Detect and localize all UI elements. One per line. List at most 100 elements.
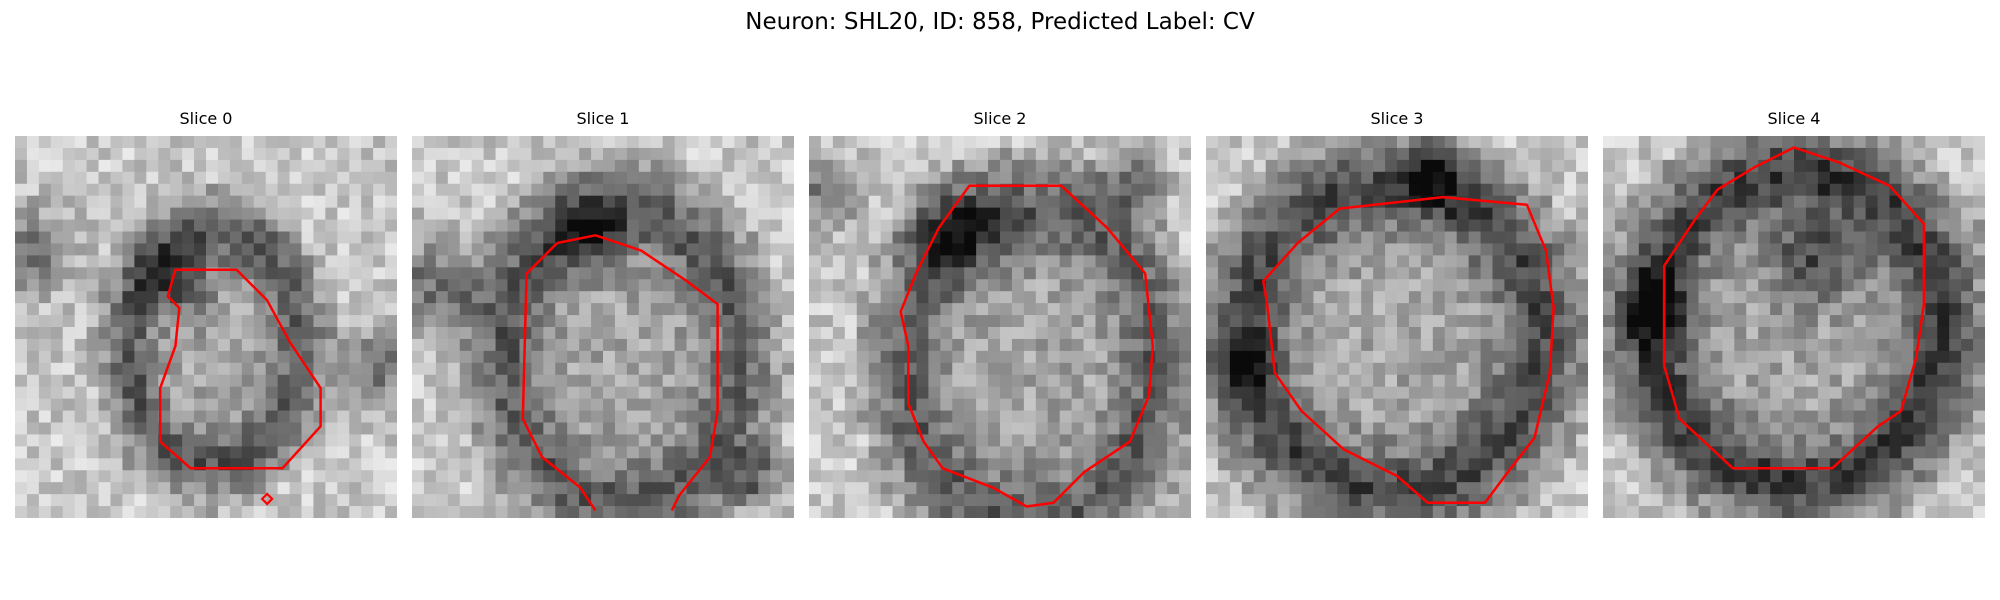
- pixel-cell: [928, 315, 941, 328]
- pixel-cell: [447, 506, 461, 518]
- pixel-cell: [1528, 482, 1541, 495]
- pixel-cell: [206, 171, 219, 185]
- pixel-cell: [373, 374, 386, 388]
- pixel-cell: [1095, 219, 1109, 233]
- pixel-cell: [758, 136, 771, 149]
- pixel-cell: [241, 243, 255, 256]
- pixel-cell: [182, 315, 195, 328]
- pixel-cell: [1722, 136, 1735, 149]
- pixel-cell: [1119, 398, 1132, 412]
- pixel-cell: [1961, 350, 1974, 364]
- pixel-cell: [1035, 219, 1049, 233]
- pixel-cell: [1925, 422, 1938, 436]
- pixel-cell: [809, 147, 822, 161]
- pixel-cell: [1576, 470, 1588, 483]
- pixel-cell: [1794, 255, 1807, 268]
- pixel-cell: [940, 291, 953, 304]
- pixel-cell: [662, 255, 676, 268]
- pixel-cell: [1023, 291, 1037, 304]
- pixel-cell: [134, 494, 147, 507]
- pixel-cell: [1361, 207, 1374, 221]
- pixel-cell: [122, 243, 135, 256]
- pixel-cell: [1059, 243, 1073, 256]
- pixel-cell: [277, 303, 291, 316]
- pixel-cell: [253, 195, 267, 209]
- pixel-cell: [1770, 267, 1783, 280]
- pixel-cell: [555, 255, 568, 268]
- pixel-cell: [1083, 327, 1097, 340]
- pixel-cell: [1925, 183, 1938, 197]
- pixel-cell: [519, 434, 532, 447]
- pixel-cell: [567, 219, 580, 233]
- pixel-cell: [483, 386, 497, 400]
- pixel-cell: [1385, 243, 1398, 256]
- pixel-cell: [1829, 303, 1843, 316]
- pixel-cell: [1782, 338, 1795, 352]
- pixel-cell: [1155, 494, 1168, 507]
- pixel-cell: [1047, 267, 1061, 280]
- pixel-cell: [110, 422, 124, 436]
- pixel-cell: [15, 374, 28, 388]
- pixel-cell: [277, 374, 291, 388]
- pixel-cell: [325, 446, 338, 459]
- pixel-cell: [928, 243, 941, 256]
- pixel-cell: [758, 243, 771, 256]
- pixel-cell: [1217, 195, 1231, 209]
- pixel-cell: [782, 147, 794, 161]
- pixel-cell: [1925, 147, 1938, 161]
- pixel-cell: [1229, 470, 1243, 483]
- pixel-cell: [1277, 422, 1291, 436]
- pixel-cell: [110, 482, 124, 495]
- pixel-cell: [50, 267, 64, 280]
- pixel-cell: [1277, 410, 1291, 424]
- pixel-cell: [385, 219, 397, 233]
- pixel-cell: [289, 159, 303, 173]
- pixel-cell: [1865, 183, 1879, 197]
- pixel-cell: [217, 338, 231, 352]
- pixel-cell: [1119, 147, 1132, 161]
- pixel-cell: [1167, 171, 1180, 185]
- pixel-cell: [1444, 482, 1458, 495]
- pixel-cell: [217, 398, 231, 412]
- pixel-cell: [373, 338, 386, 352]
- pixel-cell: [146, 183, 159, 197]
- pixel-cell: [638, 506, 652, 518]
- pixel-cell: [1408, 362, 1422, 376]
- pixel-cell: [325, 267, 338, 280]
- pixel-cell: [1925, 136, 1938, 149]
- pixel-cell: [1408, 482, 1422, 495]
- pixel-cell: [337, 207, 350, 221]
- pixel-cell: [1253, 482, 1267, 495]
- pixel-cell: [1504, 506, 1517, 518]
- pixel-cell: [253, 338, 267, 352]
- pixel-cell: [1662, 350, 1676, 364]
- pixel-cell: [698, 195, 712, 209]
- pixel-cell: [1746, 279, 1759, 292]
- pixel-cell: [567, 315, 580, 328]
- pixel-cell: [1937, 446, 1950, 459]
- pixel-cell: [385, 410, 397, 424]
- pixel-cell: [722, 219, 735, 233]
- pixel-cell: [1071, 159, 1085, 173]
- pixel-cell: [868, 350, 882, 364]
- pixel-cell: [1698, 327, 1712, 340]
- pixel-cell: [1686, 183, 1700, 197]
- pixel-cell: [26, 243, 40, 256]
- pixel-cell: [1241, 195, 1255, 209]
- pixel-cell: [62, 183, 76, 197]
- pixel-cell: [38, 506, 52, 518]
- pixel-cell: [1973, 171, 1985, 185]
- pixel-cell: [650, 183, 664, 197]
- pixel-cell: [459, 136, 473, 149]
- pixel-cell: [1516, 458, 1529, 471]
- pixel-cell: [1456, 255, 1470, 268]
- pixel-cell: [1805, 243, 1819, 256]
- pixel-cell: [1337, 207, 1350, 221]
- pixel-cell: [868, 279, 882, 292]
- pixel-cell: [904, 506, 918, 518]
- pixel-cell: [1071, 207, 1085, 221]
- pixel-cell: [1638, 207, 1652, 221]
- pixel-cell: [229, 398, 243, 412]
- pixel-cell: [447, 255, 461, 268]
- pixel-cell: [1059, 195, 1073, 209]
